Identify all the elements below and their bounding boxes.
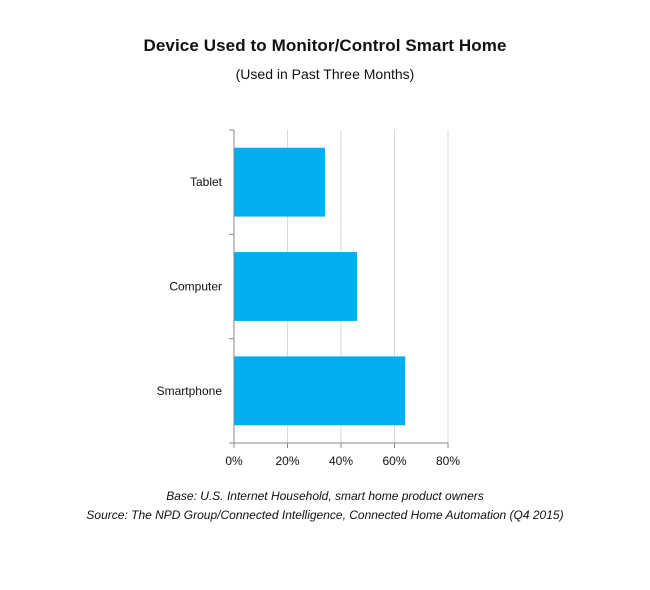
category-label: Computer — [169, 280, 222, 294]
bar — [234, 356, 406, 426]
category-label: Smartphone — [157, 384, 223, 398]
x-tick-label: 20% — [275, 454, 299, 468]
base-note: Base: U.S. Internet Household, smart hom… — [166, 489, 484, 503]
chart-subtitle: (Used in Past Three Months) — [235, 66, 415, 82]
source-note: Source: The NPD Group/Connected Intellig… — [86, 508, 564, 522]
chart-title: Device Used to Monitor/Control Smart Hom… — [143, 36, 507, 55]
bar — [234, 147, 325, 217]
category-label: Tablet — [190, 175, 223, 189]
x-tick-label: 0% — [225, 454, 243, 468]
bar — [234, 252, 358, 321]
x-tick-label: 60% — [382, 454, 406, 468]
x-tick-label: 80% — [436, 454, 460, 468]
x-tick-label: 40% — [329, 454, 353, 468]
